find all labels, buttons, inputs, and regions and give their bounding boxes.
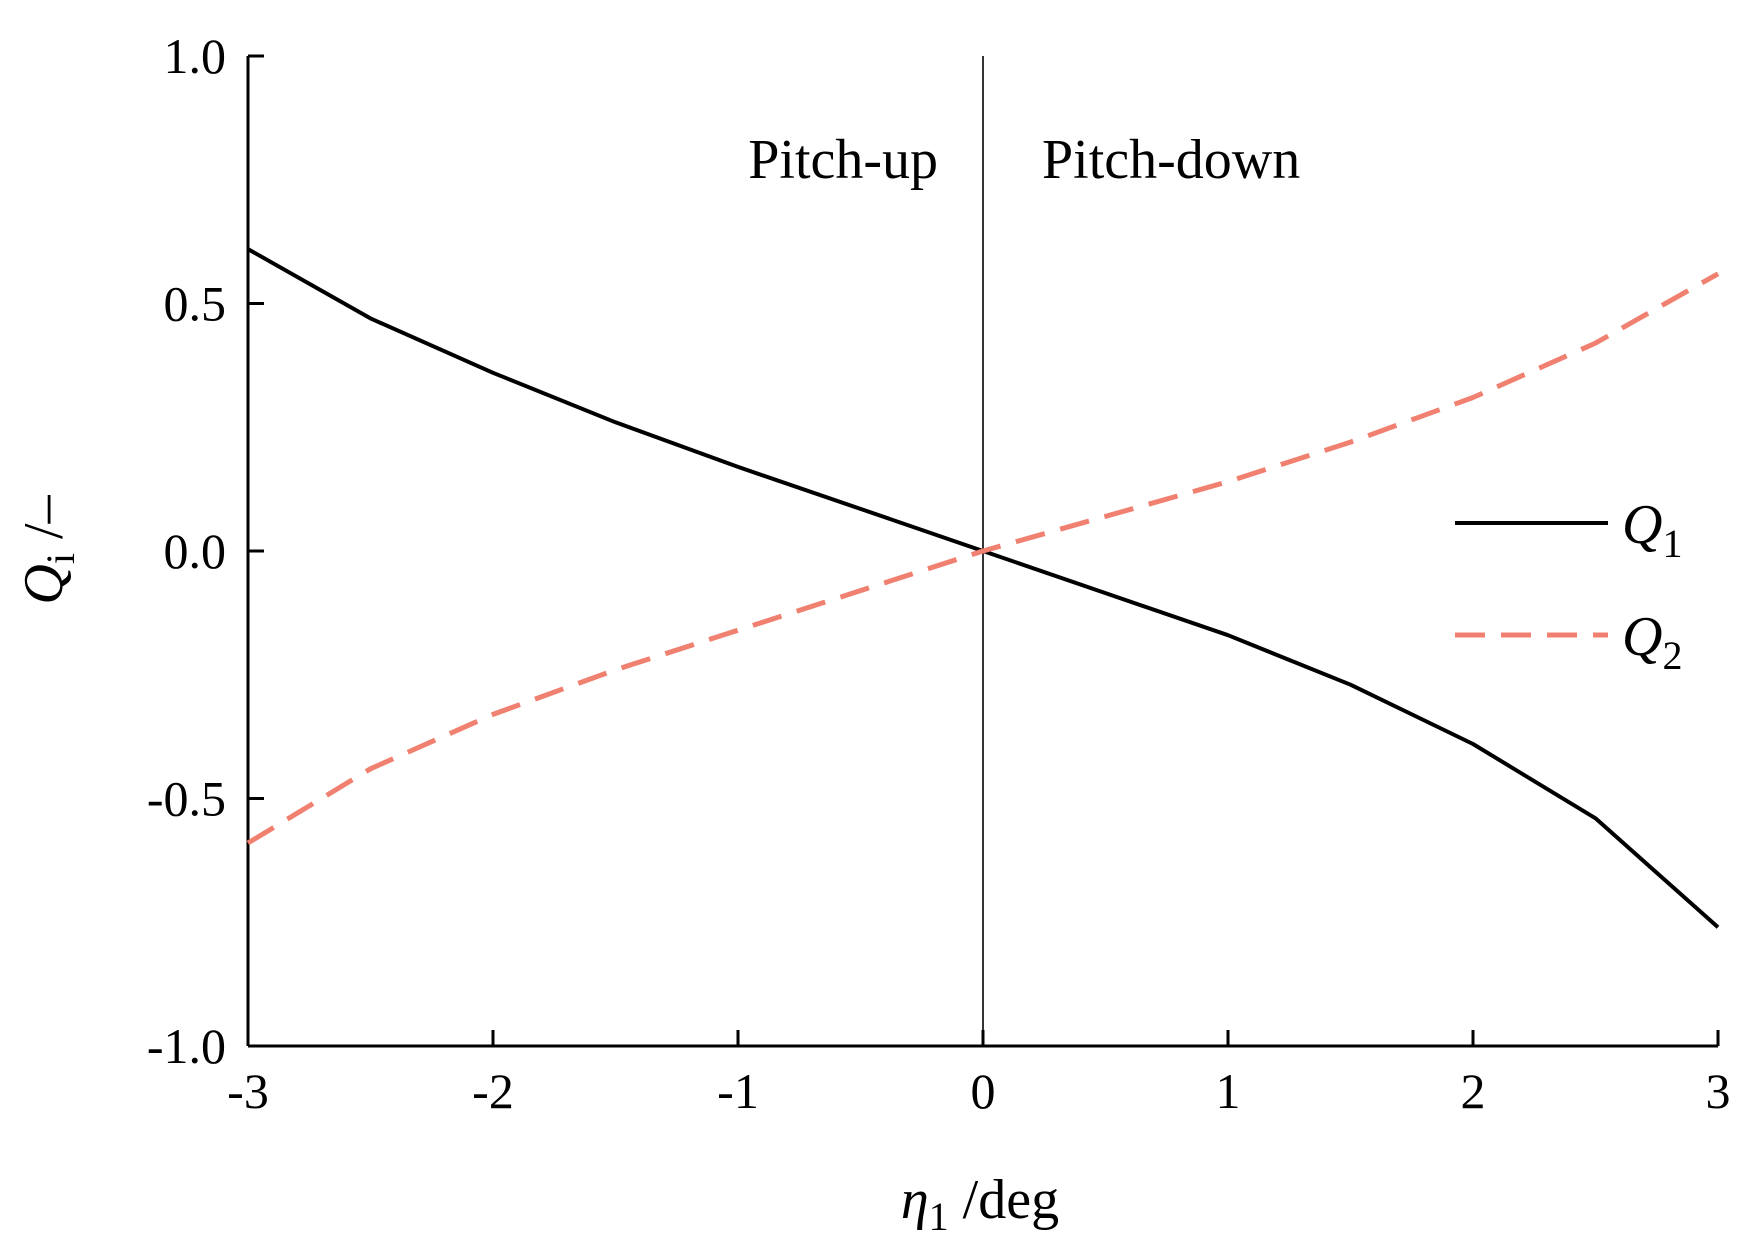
y-tick-label: 1.0 [164,28,227,84]
y-axis-ticks: -1.0 -0.5 0.0 0.5 1.0 [147,28,264,1074]
y-tick-label: -0.5 [147,771,226,827]
x-tick-label: -1 [717,1063,759,1119]
x-tick-label: -3 [227,1063,269,1119]
x-tick-label: -2 [472,1063,514,1119]
x-tick-label: 0 [971,1063,996,1119]
x-tick-label: 3 [1706,1063,1731,1119]
legend: Q1 Q2 [1455,494,1682,678]
y-tick-label: 0.5 [164,276,227,332]
series-line-q2 [246,271,1720,846]
x-axis-title: η1 /deg [901,1169,1059,1239]
y-tick-label: 0.0 [164,523,227,579]
series-layer [246,247,1720,929]
pitch-up-label: Pitch-up [748,129,938,191]
x-tick-label: 1 [1216,1063,1241,1119]
x-axis-ticks: -3 -2 -1 0 1 2 3 [227,1030,1731,1119]
legend-label-q1: Q1 [1622,494,1682,566]
x-tick-label: 2 [1461,1063,1486,1119]
legend-label-q2: Q2 [1622,606,1682,678]
y-axis-title: Qi /– [13,494,83,604]
y-tick-label: -1.0 [147,1018,226,1074]
pitch-down-label: Pitch-down [1042,129,1300,191]
